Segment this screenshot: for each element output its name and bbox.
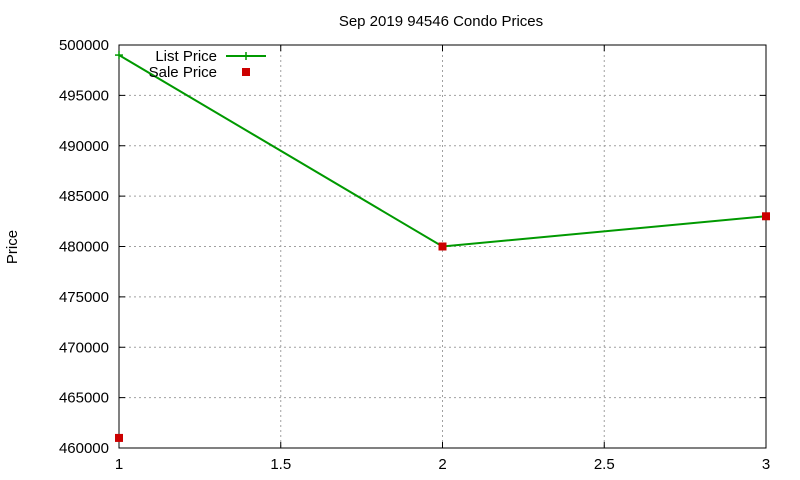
y-tick-label-1: 465000: [59, 390, 109, 407]
series-1: [115, 212, 770, 442]
x-tick-label-0: 1: [115, 456, 123, 473]
y-tick-label-4: 480000: [59, 239, 109, 256]
legend-label-0: List Price: [155, 48, 217, 65]
y-axis-label: Price: [4, 230, 21, 264]
x-tick-label-4: 3: [762, 456, 770, 473]
axes: [118, 44, 767, 449]
series-1-point-2: [762, 212, 770, 221]
chart-title: Sep 2019 94546 Condo Prices: [339, 13, 543, 30]
legend-marker-1: [242, 68, 250, 76]
y-tick-label-3: 475000: [59, 289, 109, 306]
y-tick-label-0: 460000: [59, 440, 109, 457]
series-1-point-0: [115, 433, 123, 442]
series: [115, 51, 770, 442]
x-tick-label-1: 1.5: [270, 456, 291, 473]
tick-labels: 1 1.5 2 2.5 3 460000 465000 470000 475000 480000 4…: [59, 37, 770, 473]
series-0-point-0: [115, 51, 123, 60]
x-tick-label-2: 2: [438, 456, 446, 473]
y-tick-label-7: 495000: [59, 87, 109, 104]
x-tick-label-3: 2.5: [594, 456, 615, 473]
series-1-point-1: [438, 242, 447, 251]
y-tick-label-5: 485000: [59, 188, 109, 205]
y-tick-label-6: 490000: [59, 138, 109, 155]
y-tick-label-2: 470000: [59, 339, 109, 356]
y-tick-label-8: 500000: [59, 37, 109, 54]
legend-label-1: Sale Price: [149, 64, 217, 81]
